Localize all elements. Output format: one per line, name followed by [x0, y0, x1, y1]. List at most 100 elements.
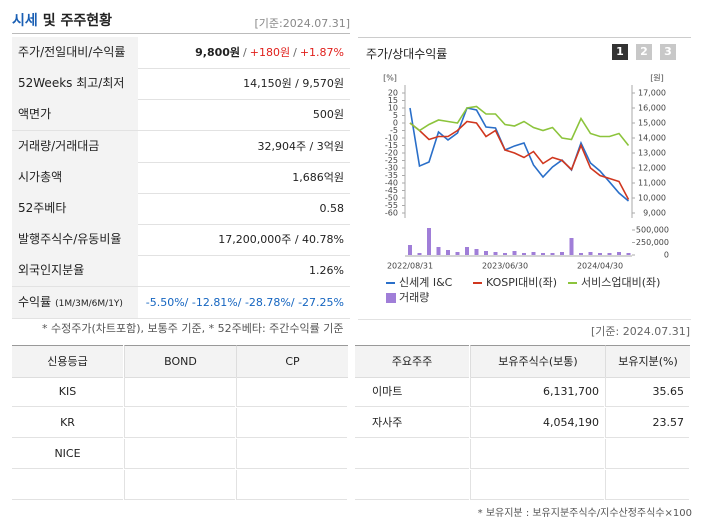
- label-text: 52주베타: [18, 201, 67, 215]
- period-button[interactable]: 3: [660, 44, 676, 60]
- separator: /: [243, 46, 247, 59]
- volume-bar: [531, 252, 536, 255]
- table-cell: [355, 439, 469, 469]
- summary-row: 52Weeks 최고/최저 14,150원 / 9,570원: [12, 68, 350, 101]
- table-cell: 이마트: [355, 377, 469, 407]
- legend-label: KOSPI대비(좌): [486, 276, 557, 289]
- header-cell: 보유지분(%): [605, 345, 690, 378]
- summary-row: 52주베타 0.58: [12, 193, 350, 225]
- table-cell: 23.57: [605, 408, 689, 438]
- row-label: 주가/전일대비/수익률: [12, 37, 138, 68]
- summary-row: 외국인지분율 1.26%: [12, 255, 350, 288]
- y-tick-label: -20: [385, 149, 398, 158]
- period-button[interactable]: 2: [636, 44, 652, 60]
- y3-tick-label: 500,000: [636, 226, 669, 235]
- x-tick-label: 2023/06/30: [482, 262, 528, 271]
- header-cell: 신용등급: [12, 345, 123, 378]
- volume-bar: [465, 247, 469, 255]
- y-tick-label: -5: [390, 126, 398, 135]
- y2-tick-label: 11,000: [638, 179, 666, 188]
- header-cell: 주요주주: [355, 345, 469, 378]
- value-text: 14,150원 / 9,570원: [243, 77, 344, 91]
- row-label: 외국인지분율: [12, 255, 138, 287]
- legend-swatch: [386, 293, 396, 303]
- period-button[interactable]: 1: [612, 44, 628, 60]
- y-tick-label: -40: [385, 179, 398, 188]
- y-tick-label: -30: [385, 164, 398, 173]
- table-cell: [124, 470, 235, 500]
- table-cell: NICE: [12, 439, 123, 469]
- y2-tick-label: 9,000: [643, 209, 666, 218]
- table-cell: 35.65: [605, 377, 689, 407]
- table-cell: 4,054,190: [470, 408, 604, 438]
- x-tick-label: 2022/08/31: [387, 262, 433, 271]
- y-tick-label: 5: [393, 111, 398, 120]
- header-cell: BOND: [124, 345, 236, 378]
- label-text: 수익률: [18, 294, 52, 309]
- value-part: +180원: [249, 46, 291, 59]
- separator: /: [293, 46, 297, 59]
- series-line: [409, 107, 630, 202]
- label-text: 시가총액: [18, 169, 63, 184]
- table-cell: [605, 439, 689, 469]
- legend-label: 거래량: [399, 291, 429, 304]
- y2-tick-label: 13,000: [638, 149, 666, 158]
- y-tick-label: -10: [385, 134, 398, 143]
- y3-tick-label: 0: [664, 251, 669, 260]
- table-cell: [124, 439, 235, 469]
- volume-bar: [484, 251, 488, 255]
- row-label: 수익률 (1M/3M/6M/1Y): [12, 286, 138, 318]
- volume-bar: [436, 247, 441, 255]
- summary-row: 액면가 500원: [12, 99, 350, 132]
- y2-tick-label: 16,000: [638, 104, 666, 113]
- value-part: 9,800원: [195, 46, 241, 59]
- y-tick-label: 15: [388, 96, 398, 105]
- table-cell: [236, 470, 347, 500]
- series-line: [409, 105, 630, 146]
- y3-tick-label: 250,000: [636, 238, 669, 247]
- table-cell: [605, 470, 689, 500]
- y-tick-label: -35: [385, 171, 398, 180]
- value-text: -5.50%/ -12.81%/ -28.78%/ -27.25%: [145, 295, 344, 309]
- y2-axis-unit: [원]: [650, 74, 664, 83]
- y-tick-label: 20: [388, 89, 398, 98]
- label-text: 발행주식수/유동비율: [18, 232, 122, 247]
- table-cell: [355, 470, 469, 500]
- value-text: 1.26%: [309, 264, 344, 278]
- header-cell: CP: [236, 345, 348, 378]
- summary-row: 발행주식수/유동비율 17,200,000주 / 40.78%: [12, 224, 350, 257]
- row-value: 17,200,000주 / 40.78%: [218, 224, 344, 255]
- label-text: 액면가: [18, 107, 52, 122]
- row-label: 52주베타: [12, 193, 138, 224]
- volume-bar: [503, 253, 507, 255]
- table-cell: 6,131,700: [470, 377, 604, 407]
- row-label: 시가총액: [12, 161, 138, 193]
- volume-bar: [493, 252, 498, 255]
- label-text: 거래량/거래대금: [18, 138, 100, 153]
- title-rest: 및 주주현황: [42, 13, 113, 29]
- value-text: 32,904주 / 3억원: [257, 139, 344, 153]
- y-axis-unit: [%]: [383, 74, 397, 83]
- row-value: 0.58: [320, 193, 345, 224]
- volume-bar: [569, 238, 574, 255]
- x-tick-label: 2024/04/30: [577, 262, 623, 271]
- table-cell: [236, 377, 347, 407]
- volume-bar: [560, 252, 564, 255]
- value-part: +1.87%: [299, 46, 344, 59]
- holders-note: * 보유지분 : 보유지분주식수/지수산정주식수×100: [477, 508, 692, 519]
- chart-title: 주가/상대수익률: [366, 47, 448, 61]
- value-text: 500원: [312, 108, 344, 122]
- label-text: 외국인지분율: [18, 263, 85, 278]
- volume-bar: [626, 253, 631, 255]
- volume-bar: [579, 253, 583, 255]
- chart-panel: [358, 37, 691, 320]
- series-line: [409, 120, 630, 200]
- table-cell: KIS: [12, 377, 123, 407]
- volume-bar: [607, 253, 612, 255]
- y-tick-label: -60: [385, 209, 398, 218]
- y2-tick-label: 14,000: [638, 134, 666, 143]
- y-tick-label: -50: [385, 194, 398, 203]
- y-tick-label: 10: [388, 104, 398, 113]
